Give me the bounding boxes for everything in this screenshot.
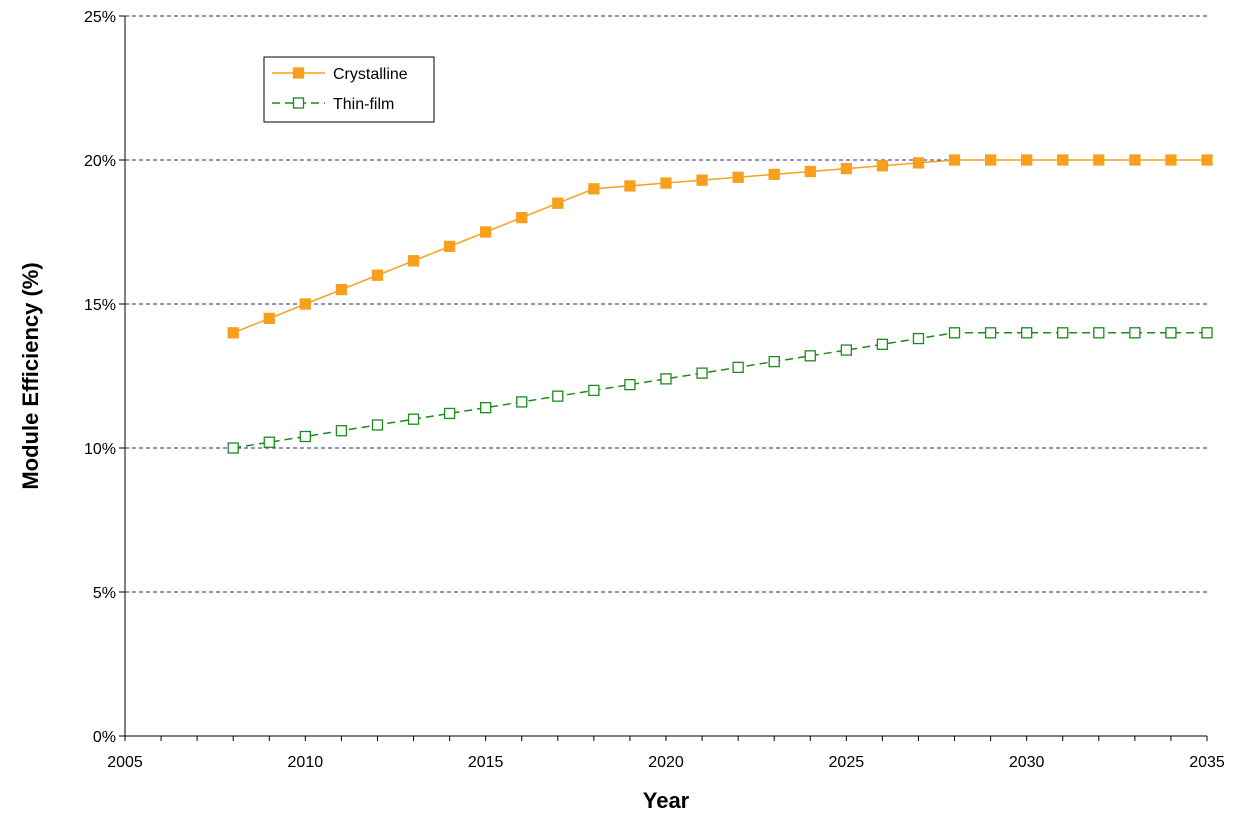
- data-point-thin-film: [299, 430, 311, 443]
- data-point-thin-film: [624, 378, 636, 391]
- data-point-thin-film: [263, 436, 275, 448]
- data-point-thin-film: [912, 332, 925, 345]
- legend-marker-thin-film: [292, 97, 305, 109]
- data-point-thin-film: [371, 419, 384, 431]
- data-point-crystalline: [660, 177, 672, 189]
- gridlines: [125, 15, 1207, 593]
- y-axis-title: Module Efficiency (%): [18, 262, 43, 489]
- data-point-crystalline: [443, 240, 456, 253]
- data-point-crystalline: [227, 327, 239, 339]
- data-point-thin-film: [696, 367, 708, 379]
- data-point-thin-film: [227, 442, 239, 454]
- data-point-crystalline: [552, 197, 564, 209]
- data-point-thin-film: [1165, 327, 1177, 339]
- y-tick-label: 10%: [84, 441, 116, 458]
- y-tick-label: 15%: [84, 297, 116, 314]
- data-point-thin-film: [335, 425, 348, 437]
- data-point-thin-film: [732, 361, 744, 374]
- data-point-crystalline: [984, 154, 997, 166]
- data-point-crystalline: [263, 312, 275, 325]
- data-point-crystalline: [948, 154, 961, 166]
- data-point-crystalline: [804, 165, 816, 178]
- x-tick-label: 2030: [1009, 754, 1045, 771]
- series-line-crystalline: [232, 159, 1207, 334]
- x-axis-title: Year: [643, 788, 690, 813]
- data-point-crystalline: [335, 283, 348, 296]
- data-point-thin-film: [876, 338, 889, 350]
- x-tick-label: 2005: [107, 754, 143, 771]
- y-tick-label: 20%: [84, 153, 116, 170]
- data-point-thin-film: [443, 407, 456, 420]
- data-point-thin-film: [552, 390, 564, 402]
- data-point-thin-film: [1021, 327, 1033, 339]
- x-tick-label: 2020: [648, 754, 684, 771]
- data-point-thin-film: [1057, 327, 1069, 339]
- x-tick-label: 2025: [829, 754, 865, 771]
- data-point-thin-film: [948, 327, 961, 339]
- data-point-crystalline: [768, 168, 780, 181]
- data-point-thin-film: [480, 402, 492, 414]
- data-point-crystalline: [480, 226, 492, 238]
- series-line-thin-film: [233, 332, 1207, 449]
- legend: Crystalline Thin-film: [263, 56, 435, 123]
- data-point-crystalline: [1201, 154, 1213, 166]
- data-point-thin-film: [516, 396, 528, 408]
- data-point-thin-film: [840, 344, 852, 356]
- data-point-crystalline: [371, 269, 384, 281]
- data-point-crystalline: [624, 180, 636, 192]
- data-point-crystalline: [1165, 154, 1177, 166]
- data-point-crystalline: [1129, 154, 1141, 166]
- data-point-thin-film: [1201, 327, 1213, 339]
- legend-box: [263, 56, 435, 123]
- series-crystalline: [227, 154, 1213, 339]
- x-tick-label: 2010: [288, 754, 324, 771]
- data-point-thin-film: [804, 350, 816, 362]
- series-thin-film: [227, 327, 1213, 454]
- data-point-thin-film: [588, 384, 600, 397]
- legend-label-crystalline: Crystalline: [333, 66, 408, 83]
- y-tick-label: 25%: [84, 9, 116, 26]
- data-point-crystalline: [1093, 154, 1105, 166]
- data-point-thin-film: [1129, 327, 1141, 339]
- legend-label-thin-film: Thin-film: [333, 96, 394, 113]
- data-point-crystalline: [516, 211, 528, 224]
- data-point-crystalline: [840, 162, 852, 175]
- data-point-crystalline: [696, 174, 708, 186]
- y-tick-label: 5%: [93, 585, 116, 602]
- data-point-thin-film: [984, 327, 997, 339]
- data-point-crystalline: [407, 255, 420, 267]
- y-tick-label: 0%: [93, 729, 116, 746]
- data-point-thin-film: [660, 373, 672, 385]
- data-point-crystalline: [1057, 154, 1069, 166]
- data-point-thin-film: [407, 413, 420, 425]
- data-point-thin-film: [768, 355, 780, 368]
- data-point-crystalline: [299, 298, 311, 310]
- legend-marker-crystalline: [292, 67, 305, 79]
- data-point-thin-film: [1093, 327, 1105, 339]
- data-point-crystalline: [732, 171, 744, 183]
- data-point-crystalline: [912, 157, 925, 169]
- data-point-crystalline: [876, 160, 889, 172]
- x-tick-label: 2035: [1189, 754, 1225, 771]
- x-tick-label: 2015: [468, 754, 504, 771]
- data-point-crystalline: [1021, 154, 1033, 166]
- series: [227, 154, 1213, 454]
- ticks: 0% 5% 10% 15% 20% 25% 2005 2010 2015 2020 2025 2030…: [84, 9, 1225, 771]
- data-point-crystalline: [588, 183, 600, 195]
